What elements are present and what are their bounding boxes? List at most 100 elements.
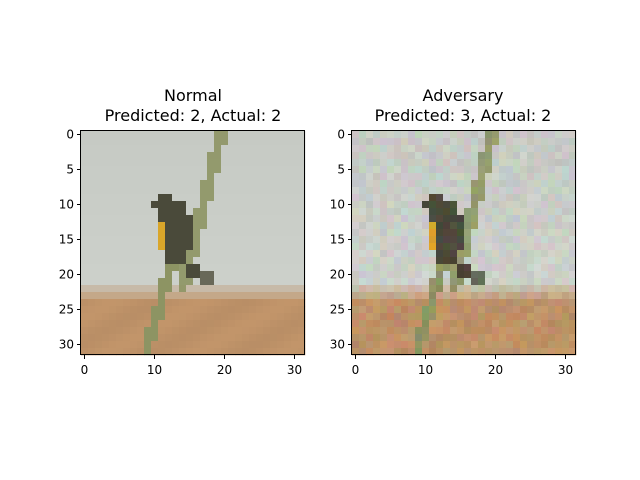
pixel bbox=[352, 285, 360, 293]
pixel bbox=[88, 285, 96, 293]
pixel bbox=[499, 145, 507, 153]
pixel bbox=[88, 278, 96, 286]
pixel bbox=[158, 201, 166, 209]
pixel bbox=[359, 208, 367, 216]
pixel bbox=[109, 159, 117, 167]
pixel bbox=[95, 194, 103, 202]
pixel bbox=[408, 257, 416, 265]
pixel bbox=[242, 131, 250, 139]
pixel bbox=[485, 173, 493, 181]
pixel bbox=[109, 327, 117, 335]
pixel bbox=[102, 145, 110, 153]
pixel bbox=[214, 215, 222, 223]
pixel bbox=[457, 152, 465, 160]
pixel bbox=[221, 278, 229, 286]
pixel bbox=[471, 152, 479, 160]
pixel bbox=[242, 145, 250, 153]
pixel bbox=[408, 306, 416, 314]
pixel bbox=[151, 152, 159, 160]
pixel bbox=[193, 236, 201, 244]
pixel bbox=[541, 180, 549, 188]
pixel bbox=[534, 138, 542, 146]
pixel bbox=[520, 327, 528, 335]
pixel bbox=[548, 278, 556, 286]
pixel bbox=[562, 306, 570, 314]
pixel bbox=[277, 271, 285, 279]
pixel bbox=[291, 271, 299, 279]
pixel bbox=[221, 194, 229, 202]
pixel bbox=[569, 278, 577, 286]
pixel bbox=[394, 194, 402, 202]
pixel bbox=[548, 243, 556, 251]
pixel bbox=[534, 285, 542, 293]
pixel bbox=[548, 201, 556, 209]
pixel bbox=[165, 320, 173, 328]
pixel bbox=[95, 138, 103, 146]
pixel bbox=[221, 145, 229, 153]
pixel bbox=[200, 173, 208, 181]
pixel bbox=[541, 271, 549, 279]
pixel bbox=[443, 201, 451, 209]
pixel bbox=[165, 208, 173, 216]
pixel bbox=[450, 215, 458, 223]
pixel bbox=[541, 292, 549, 300]
pixel bbox=[270, 257, 278, 265]
pixel bbox=[235, 285, 243, 293]
pixel bbox=[186, 166, 194, 174]
image-normal bbox=[81, 131, 306, 356]
pixel bbox=[200, 152, 208, 160]
pixel bbox=[256, 292, 264, 300]
pixel bbox=[569, 166, 577, 174]
pixel bbox=[151, 173, 159, 181]
pixel bbox=[277, 299, 285, 307]
pixel bbox=[270, 145, 278, 153]
pixel bbox=[471, 131, 479, 139]
pixel bbox=[95, 348, 103, 356]
pixel bbox=[144, 194, 152, 202]
pixel bbox=[380, 341, 388, 349]
pixel bbox=[130, 250, 138, 258]
pixel bbox=[513, 292, 521, 300]
pixel bbox=[443, 257, 451, 265]
pixel bbox=[81, 278, 89, 286]
pixel bbox=[569, 180, 577, 188]
pixel bbox=[492, 138, 500, 146]
pixel bbox=[464, 215, 472, 223]
pixel bbox=[569, 152, 577, 160]
pixel bbox=[387, 313, 395, 321]
pixel bbox=[436, 271, 444, 279]
pixel bbox=[548, 264, 556, 272]
pixel bbox=[116, 299, 124, 307]
pixel bbox=[366, 257, 374, 265]
pixel bbox=[284, 271, 292, 279]
pixel bbox=[513, 208, 521, 216]
pixel bbox=[242, 138, 250, 146]
pixel bbox=[373, 271, 381, 279]
pixel bbox=[186, 285, 194, 293]
pixel bbox=[109, 215, 117, 223]
pixel bbox=[249, 292, 257, 300]
pixel bbox=[513, 173, 521, 181]
pixel bbox=[492, 327, 500, 335]
pixel bbox=[513, 215, 521, 223]
pixel bbox=[179, 173, 187, 181]
pixel bbox=[373, 257, 381, 265]
pixel bbox=[263, 152, 271, 160]
pixel bbox=[478, 166, 486, 174]
pixel bbox=[506, 250, 514, 258]
pixel bbox=[394, 278, 402, 286]
pixel bbox=[457, 208, 465, 216]
axes-frame-normal bbox=[80, 130, 305, 355]
pixel bbox=[464, 264, 472, 272]
x-tick-label: 30 bbox=[558, 363, 573, 377]
pixel bbox=[284, 138, 292, 146]
pixel bbox=[520, 131, 528, 139]
pixel bbox=[228, 271, 236, 279]
pixel bbox=[436, 215, 444, 223]
pixel bbox=[464, 222, 472, 230]
pixel bbox=[186, 320, 194, 328]
pixel bbox=[555, 243, 563, 251]
pixel bbox=[109, 292, 117, 300]
pixel bbox=[102, 299, 110, 307]
pixel bbox=[221, 285, 229, 293]
